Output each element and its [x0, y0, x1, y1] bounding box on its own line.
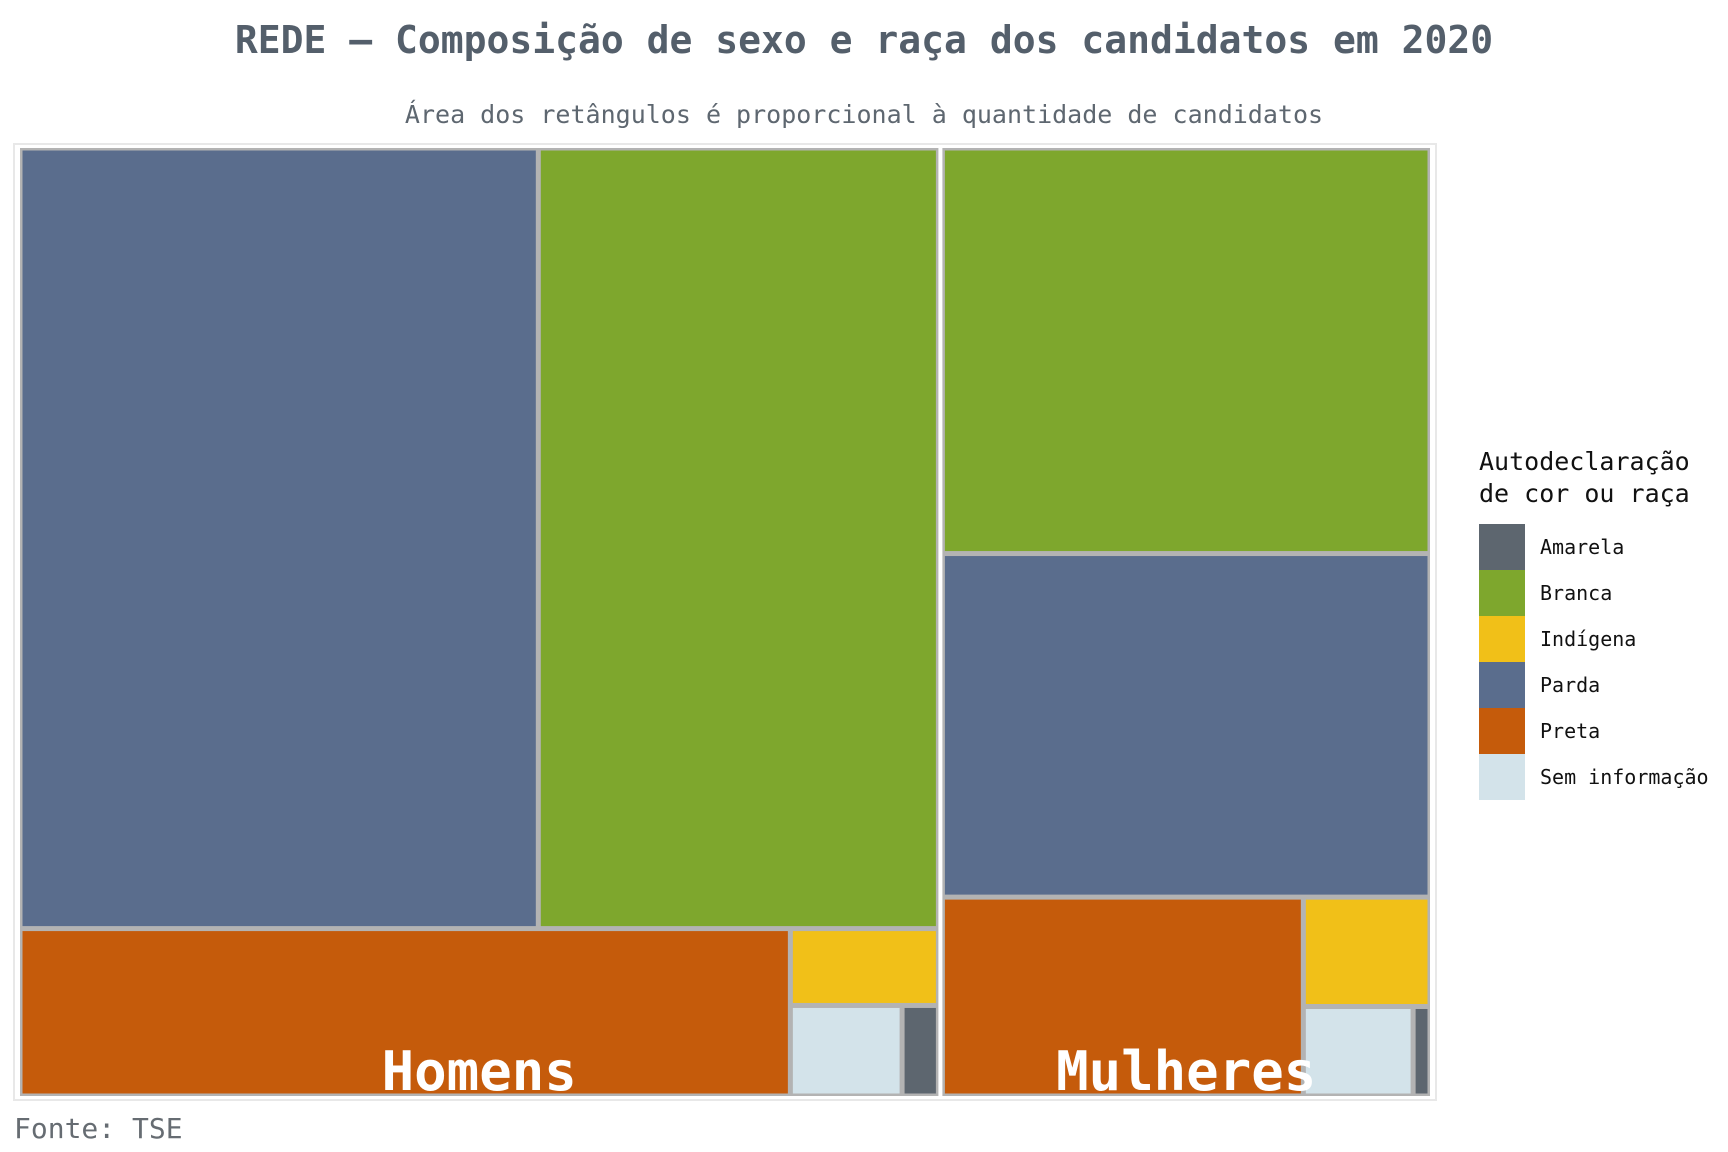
- legend-label: Preta: [1540, 719, 1601, 743]
- legend-swatch: [1479, 616, 1525, 662]
- legend-swatch: [1479, 662, 1525, 708]
- legend-item-ind-gena: Indígena: [1479, 616, 1719, 662]
- tile-mulheres-branca: [944, 150, 1428, 552]
- legend-swatch: [1479, 754, 1525, 800]
- tile-mulheres-amarela: [1415, 1008, 1428, 1094]
- legend-item-parda: Parda: [1479, 662, 1719, 708]
- tile-homens-branca: [540, 150, 936, 927]
- legend-label: Sem informação: [1540, 765, 1709, 789]
- legend-title-line-1: Autodeclaração: [1479, 447, 1690, 476]
- legend-item-preta: Preta: [1479, 708, 1719, 754]
- tile-mulheres-sem-informa-o: [1305, 1008, 1411, 1094]
- tile-mulheres-preta: [944, 899, 1301, 1094]
- chart-title: REDE – Composição de sexo e raça dos can…: [234, 18, 1494, 62]
- tile-mulheres-ind-gena: [1305, 899, 1428, 1004]
- legend-label: Amarela: [1540, 535, 1625, 559]
- legend-swatch: [1479, 524, 1525, 570]
- legend-title-line-2: de cor ou raça: [1479, 479, 1690, 508]
- tile-homens-amarela: [904, 1007, 936, 1094]
- legend-item-amarela: Amarela: [1479, 524, 1719, 570]
- chart-source-caption: Fonte: TSE: [14, 1112, 183, 1145]
- legend-item-sem-informa-o: Sem informação: [1479, 754, 1719, 800]
- legend: Autodeclaração de cor ou raça Amarela Bra…: [1479, 446, 1719, 800]
- tile-mulheres-parda: [944, 556, 1428, 895]
- tile-homens-parda: [22, 150, 536, 927]
- legend-swatch: [1479, 708, 1525, 754]
- legend-title: Autodeclaração de cor ou raça: [1479, 446, 1719, 510]
- legend-label: Branca: [1540, 581, 1613, 605]
- group-label-mulheres: Mulheres: [1056, 1040, 1316, 1103]
- legend-label: Parda: [1540, 673, 1601, 697]
- tile-homens-ind-gena: [792, 931, 936, 1003]
- tile-homens-preta: [22, 931, 788, 1094]
- tile-homens-sem-informa-o: [792, 1007, 900, 1094]
- legend-item-branca: Branca: [1479, 570, 1719, 616]
- group-label-homens: Homens: [382, 1040, 577, 1103]
- legend-swatch: [1479, 570, 1525, 616]
- legend-label: Indígena: [1540, 627, 1637, 651]
- chart-subtitle: Área dos retângulos é proporcional à qua…: [404, 100, 1324, 129]
